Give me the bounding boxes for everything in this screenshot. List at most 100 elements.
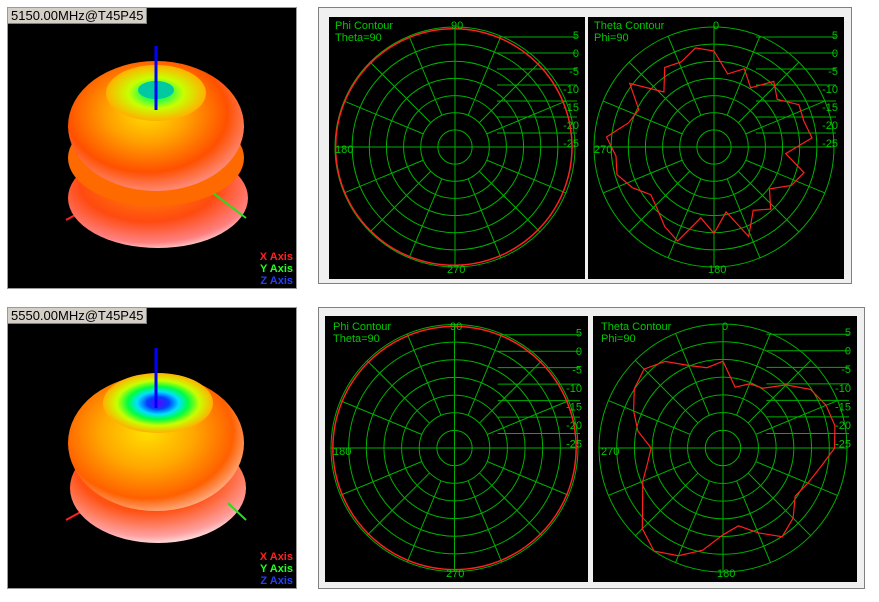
grid-spoke [369, 61, 432, 124]
frequency-label: 5550.00MHz@T45P45 [8, 308, 148, 324]
plot-subtitle: Phi=90 [601, 333, 636, 345]
scale-label: -5 [572, 365, 582, 377]
grid-spoke [755, 400, 838, 435]
scale-label: -25 [563, 138, 579, 150]
theta-polar-chart: 5 0 -5 -10 -15 -20 -25 [593, 26, 838, 268]
grid-spoke [755, 461, 838, 496]
theta-contour-plot-1[interactable]: 5 0 -5 -10 -15 -20 -25 Theta Contour Phi=90 0 … [588, 17, 844, 279]
scale-label: 0 [845, 346, 851, 358]
scale-label: -5 [841, 364, 851, 376]
plot-subtitle: Phi=90 [594, 32, 629, 44]
scale-label: -5 [828, 66, 838, 78]
angle-label-top: 0 [722, 321, 729, 333]
y-axis-legend: Y Axis [259, 263, 293, 275]
frequency-label: 5150.00MHz@T45P45 [8, 8, 148, 24]
grid-spoke [467, 480, 503, 563]
grid-spoke [486, 461, 569, 496]
scale-label: 5 [573, 30, 579, 42]
grid-spoke [737, 170, 800, 233]
grid-spoke [602, 159, 683, 194]
axis-legend: X Axis Y Axis Z Axis [260, 251, 293, 287]
grid-spoke [340, 461, 423, 496]
angle-label-bottom: 180 [708, 264, 727, 276]
pattern-3d-view-1[interactable]: 5150.00MHz@T45P45 X Axis Y Axis Z Axis [7, 7, 297, 289]
angle-label-left: 180 [333, 446, 352, 458]
grid-spoke [479, 472, 543, 536]
scale-label: -15 [822, 102, 838, 114]
grid-spoke [745, 159, 826, 194]
plot-title: Theta Contour [601, 321, 672, 333]
grid-spoke [675, 333, 710, 416]
angle-label-top: 90 [450, 321, 463, 333]
plot-title: Phi Contour [333, 321, 392, 333]
grid-spoke [486, 400, 569, 435]
grid-spoke [634, 472, 699, 537]
scale-label: 5 [576, 328, 582, 340]
plot-subtitle: Theta=90 [335, 32, 382, 44]
scale-label: -25 [822, 138, 838, 150]
phi-contour-plot-2[interactable]: 5 0 -5 -10 -15 -20 -25 Phi Contour Theta=90 90… [325, 316, 588, 582]
grid-spoke [726, 178, 761, 259]
scale-label: -5 [569, 66, 579, 78]
scale-label: -15 [835, 401, 851, 413]
grid-spoke [736, 480, 771, 563]
grid-spoke [628, 170, 691, 233]
grid-spoke [486, 159, 567, 194]
grid-spoke [467, 35, 502, 116]
grid-spoke [628, 61, 691, 124]
grid-spoke [406, 480, 442, 563]
z-axis-legend: Z Axis [260, 575, 293, 587]
x-axis-legend: X Axis [259, 251, 293, 263]
scale-label: -25 [566, 439, 582, 451]
pattern-3d-view-2[interactable]: 5550.00MHz@T45P45 X Axis Y Axis Z Axis [7, 307, 297, 589]
angle-label-left: 270 [601, 446, 620, 458]
grid-spoke [478, 170, 541, 233]
phi-contour-plot-1[interactable]: 5 0 -5 -10 -15 -20 -25 Phi Contour Theta=90 90… [329, 17, 585, 279]
axis-legend: X Axis Y Axis Z Axis [260, 551, 293, 587]
scale-label: 5 [845, 327, 851, 339]
pattern-trace [332, 325, 577, 571]
plot-title: Phi Contour [335, 20, 394, 32]
grid-spoke [602, 100, 683, 135]
scale-label: -20 [835, 420, 851, 432]
grid-spoke [608, 461, 691, 496]
plot-title: Theta Contour [594, 20, 665, 32]
scale-label: -20 [563, 120, 579, 132]
grid-spoke [737, 61, 800, 124]
scale-label: -10 [822, 84, 838, 96]
grid-spoke [747, 472, 812, 537]
grid-spoke [726, 35, 761, 116]
polar-panel-2: 5 0 -5 -10 -15 -20 -25 Phi Contour Theta=90 90… [318, 307, 865, 589]
grid-spoke [369, 170, 432, 233]
phi-polar-chart: 50-5-10-15-20-25 [330, 324, 582, 572]
pattern-trace [632, 360, 836, 557]
grid-spoke [667, 178, 702, 259]
grid-spoke [343, 159, 424, 194]
theta-polar-chart: 5 0 -5 -10 -15 -20 -25 [598, 323, 851, 573]
theta-contour-plot-2[interactable]: 5 0 -5 -10 -15 -20 -25 Theta Contour Phi=90 0 … [593, 316, 857, 582]
angle-label-top: 0 [713, 20, 720, 32]
plot-subtitle: Theta=90 [333, 333, 380, 345]
scale-label: -10 [566, 383, 582, 395]
grid-spoke [340, 400, 423, 435]
grid-spoke [343, 100, 424, 135]
scale-label: 5 [832, 30, 838, 42]
scale-label: -10 [835, 383, 851, 395]
grid-spoke [675, 480, 710, 563]
grid-spoke [366, 472, 430, 536]
pattern-trace [334, 28, 573, 266]
grid-spoke [467, 333, 503, 416]
grid-spoke [408, 178, 443, 259]
scale-label: -25 [835, 439, 851, 451]
grid-spoke [479, 360, 543, 424]
z-axis-legend: Z Axis [260, 275, 293, 287]
angle-label-left: 270 [594, 144, 613, 156]
phi-polar-chart: 50-5-10-15-20-25 [334, 26, 579, 268]
grid-spoke [634, 359, 699, 424]
grid-spoke [408, 35, 443, 116]
angle-label-bottom: 270 [446, 568, 465, 580]
pattern-3d-render [65, 46, 248, 248]
grid-spoke [406, 333, 442, 416]
grid-spoke [608, 400, 691, 435]
scale-label: 0 [573, 48, 579, 60]
